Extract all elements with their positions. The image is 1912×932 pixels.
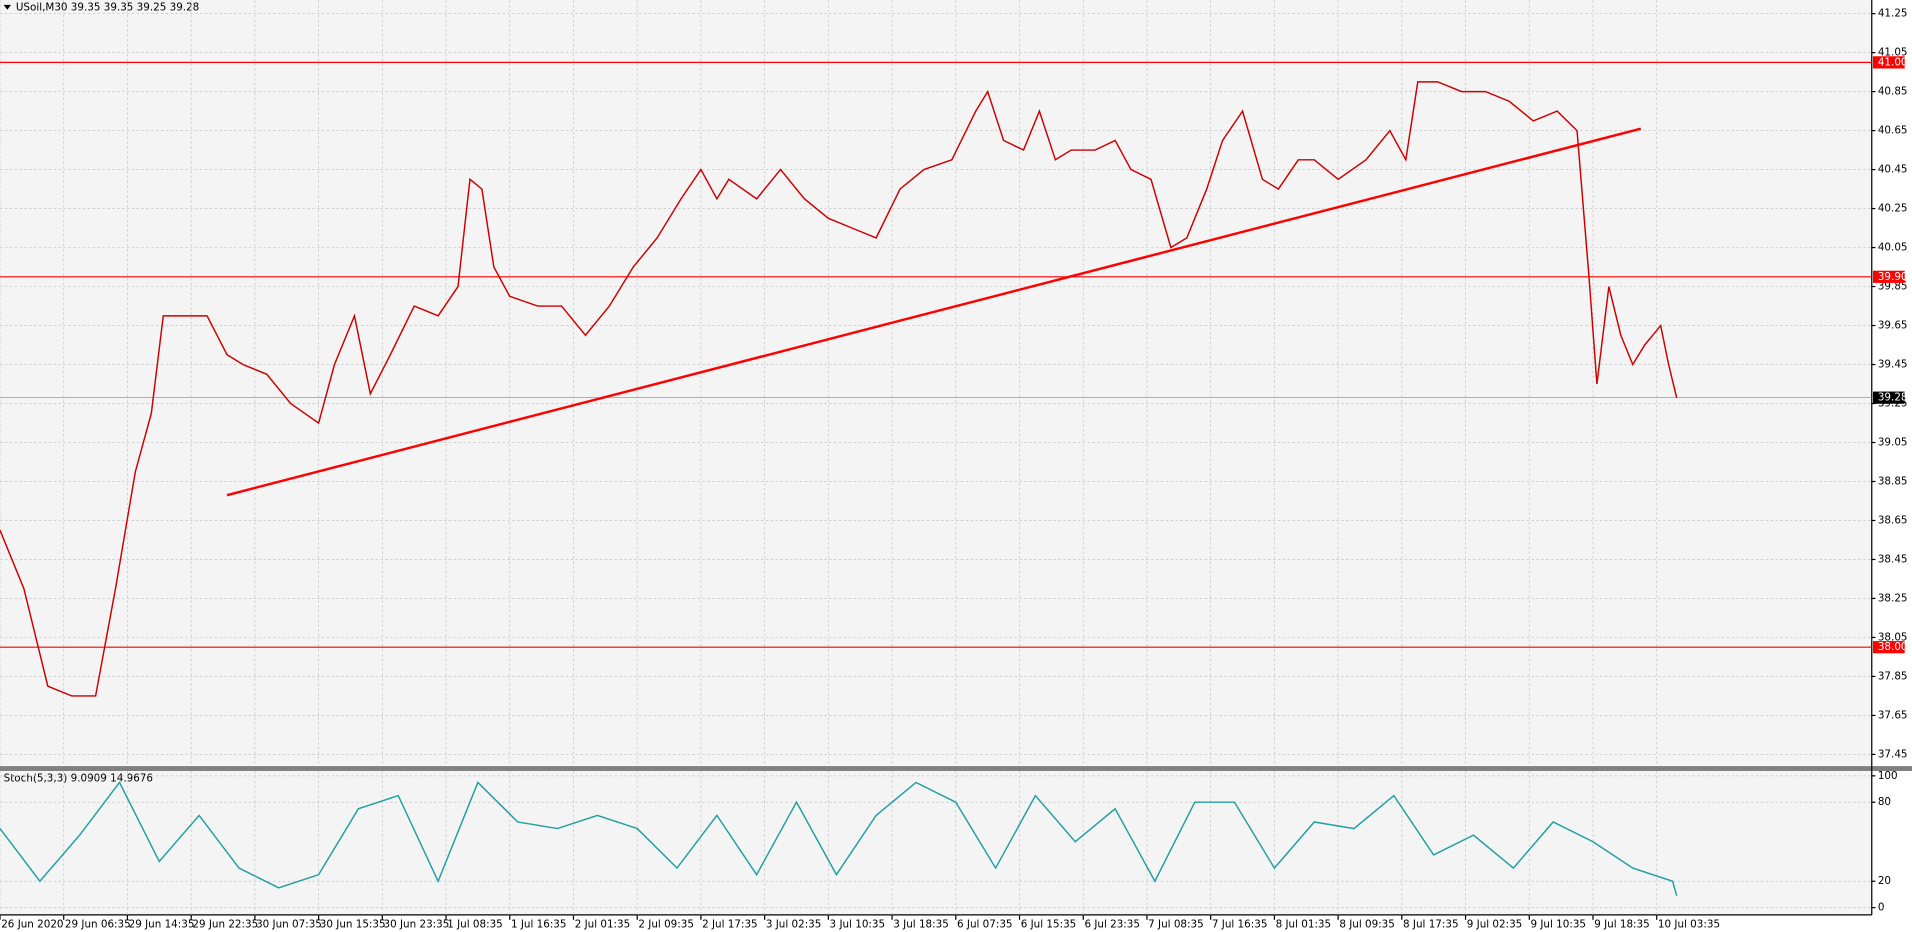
- y-tick-label: 100: [1878, 770, 1898, 782]
- x-tick-label: 29 Jun 14:35: [129, 919, 195, 931]
- x-tick-label: 30 Jun 07:35: [256, 919, 322, 931]
- price-panel: [0, 0, 1872, 767]
- y-tick-label: 41.25: [1878, 8, 1908, 20]
- x-tick-label: 6 Jul 23:35: [1084, 919, 1140, 931]
- y-tick-label: 37.85: [1878, 670, 1908, 682]
- x-tick-label: 7 Jul 08:35: [1148, 919, 1204, 931]
- y-tick-label: 38.05: [1878, 631, 1908, 643]
- y-tick-label: 39.05: [1878, 437, 1908, 449]
- x-tick-label: 1 Jul 08:35: [447, 919, 503, 931]
- x-tick-label: 9 Jul 18:35: [1594, 919, 1650, 931]
- x-tick-label: 9 Jul 10:35: [1530, 919, 1586, 931]
- y-tick-label: 40.85: [1878, 86, 1908, 98]
- x-tick-label: 8 Jul 09:35: [1339, 919, 1395, 931]
- trend-line: [226, 127, 1642, 497]
- level-label: 38.00: [1878, 641, 1908, 653]
- x-tick-label: 2 Jul 01:35: [575, 919, 631, 931]
- x-tick-label: 3 Jul 02:35: [766, 919, 822, 931]
- y-tick-label: 38.45: [1878, 553, 1908, 565]
- x-tick-label: 3 Jul 18:35: [893, 919, 949, 931]
- y-tick-label: 38.65: [1878, 514, 1908, 526]
- level-label-box: [1872, 641, 1905, 654]
- y-tick-label: 80: [1878, 796, 1891, 808]
- y-tick-label: 40.65: [1878, 125, 1908, 137]
- panel-separator: [0, 766, 1912, 771]
- y-tick-label: 40.25: [1878, 203, 1908, 215]
- x-tick-label: 2 Jul 09:35: [638, 919, 694, 931]
- x-tick-label: 2 Jul 17:35: [702, 919, 758, 931]
- x-tick-label: 6 Jul 15:35: [1021, 919, 1077, 931]
- chart-title: USoil,M30 39.35 39.35 39.25 39.28: [16, 1, 199, 13]
- x-tick-label: 29 Jun 22:35: [192, 919, 258, 931]
- stoch-panel: [0, 770, 1872, 915]
- x-tick-label: 3 Jul 10:35: [830, 919, 886, 931]
- x-tick-label: 29 Jun 06:35: [65, 919, 131, 931]
- level-label: 41.00: [1878, 56, 1908, 68]
- series-line: [0, 781, 1678, 896]
- y-tick-label: 41.05: [1878, 47, 1908, 59]
- x-tick-label: 6 Jul 07:35: [957, 919, 1013, 931]
- y-tick-label: 37.45: [1878, 748, 1908, 760]
- y-tick-label: 38.85: [1878, 475, 1908, 487]
- y-tick-label: 20: [1878, 875, 1891, 887]
- level-label-box: [1872, 270, 1905, 283]
- y-tick-label: 40.45: [1878, 164, 1908, 176]
- x-tick-label: 8 Jul 17:35: [1403, 919, 1459, 931]
- x-tick-label: 10 Jul 03:35: [1658, 919, 1720, 931]
- symbol-arrow: [3, 4, 11, 10]
- x-tick-label: 1 Jul 16:35: [511, 919, 567, 931]
- level-label: 39.90: [1878, 271, 1908, 283]
- y-tick-label: 37.65: [1878, 709, 1908, 721]
- level-label-box: [1872, 56, 1905, 69]
- x-tick-label: 9 Jul 02:35: [1467, 919, 1523, 931]
- last-price-label: 39.28: [1878, 392, 1908, 404]
- stoch-title: Stoch(5,3,3) 9.0909 14.9676: [4, 772, 153, 784]
- y-tick-label: 39.85: [1878, 281, 1908, 293]
- x-tick-label: 30 Jun 15:35: [320, 919, 386, 931]
- x-tick-label: 8 Jul 01:35: [1276, 919, 1332, 931]
- x-tick-label: 7 Jul 16:35: [1212, 919, 1268, 931]
- series-line: [0, 81, 1678, 697]
- y-tick-label: 39.65: [1878, 320, 1908, 332]
- x-tick-label: 26 Jun 2020: [1, 919, 63, 931]
- y-tick-label: 39.45: [1878, 359, 1908, 371]
- y-tick-label: 40.05: [1878, 242, 1908, 254]
- x-tick-label: 30 Jun 23:35: [384, 919, 450, 931]
- last-price-box: [1872, 391, 1905, 404]
- y-tick-label: 0: [1878, 902, 1885, 914]
- y-tick-label: 38.25: [1878, 592, 1908, 604]
